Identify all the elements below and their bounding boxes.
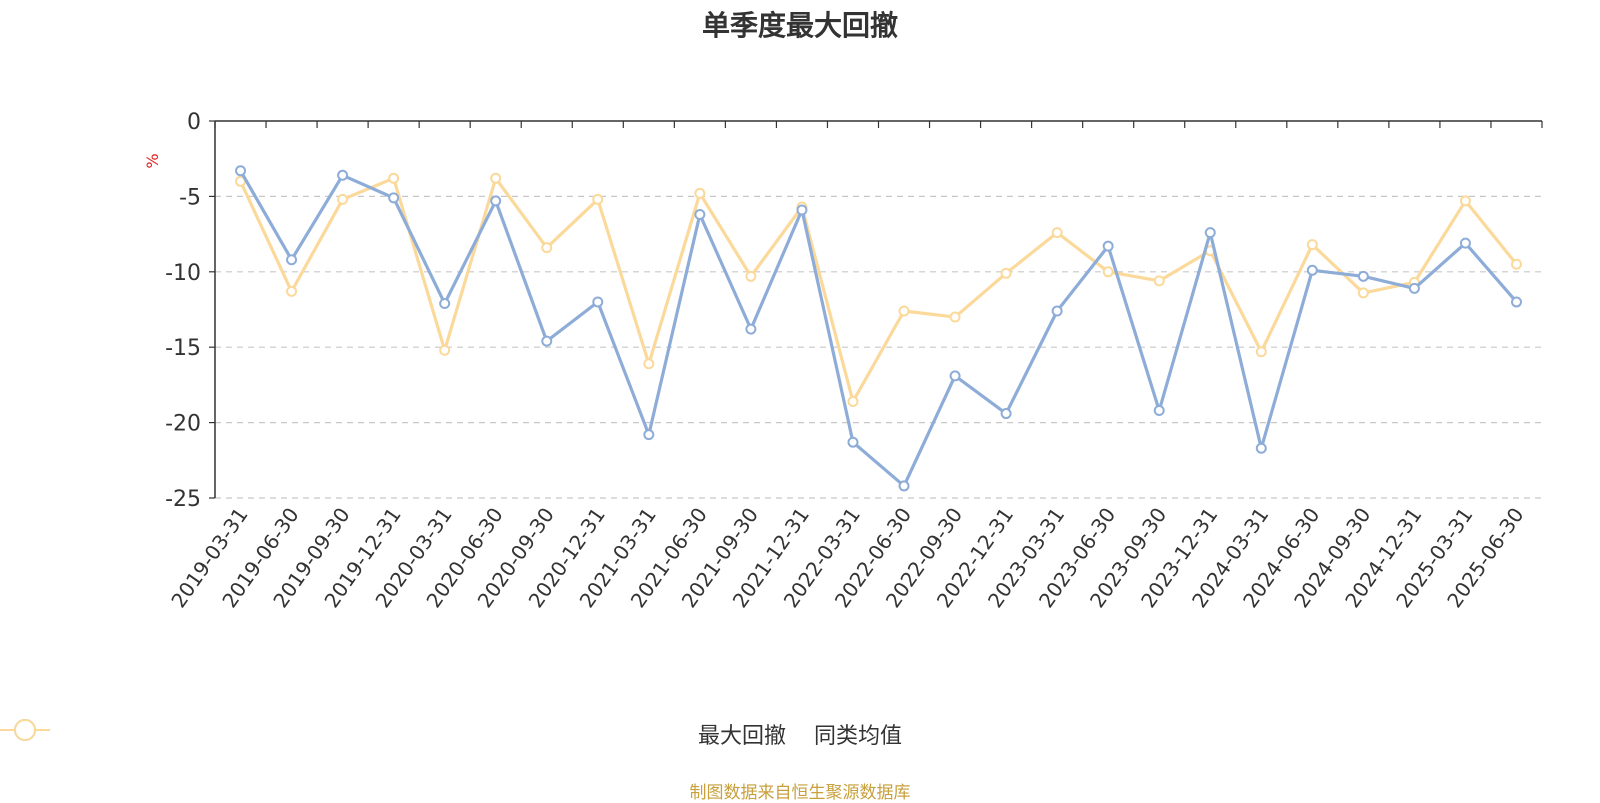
y-axis-label: % bbox=[143, 153, 162, 168]
data-point-peer-average bbox=[694, 187, 706, 199]
data-point-peer-average bbox=[439, 344, 451, 356]
data-point-drawdown bbox=[694, 208, 706, 220]
data-point-drawdown bbox=[898, 480, 910, 492]
series-line-peer-average bbox=[239, 176, 1518, 404]
legend-label-peer-average: 同类均值 bbox=[814, 724, 903, 749]
data-point-peer-average bbox=[1000, 267, 1012, 279]
series-line-drawdown bbox=[239, 169, 1518, 488]
data-point-peer-average bbox=[643, 358, 655, 370]
data-point-drawdown bbox=[949, 370, 961, 382]
data-point-peer-average bbox=[898, 305, 910, 317]
legend: 最大回撤 同类均值 bbox=[0, 718, 1600, 750]
data-point-drawdown bbox=[235, 165, 247, 177]
data-point-peer-average bbox=[1255, 346, 1267, 358]
y-tick-label: -5 bbox=[179, 185, 201, 210]
data-point-peer-average bbox=[286, 285, 298, 297]
data-point-drawdown bbox=[439, 297, 451, 309]
data-point-drawdown bbox=[592, 296, 604, 308]
data-point-drawdown bbox=[1204, 227, 1216, 239]
y-tick-label: -20 bbox=[165, 412, 201, 437]
data-point-peer-average bbox=[1357, 287, 1369, 299]
data-point-peer-average bbox=[1153, 275, 1165, 287]
data-point-drawdown bbox=[745, 323, 757, 335]
chart-title: 单季度最大回撤 bbox=[701, 9, 898, 42]
legend-item-drawdown[interactable]: 最大回撤 bbox=[0, 718, 786, 750]
data-point-peer-average bbox=[490, 172, 502, 184]
y-tick-label: -10 bbox=[165, 261, 201, 286]
legend-label-drawdown: 最大回撤 bbox=[697, 724, 786, 749]
data-point-peer-average bbox=[1306, 239, 1318, 251]
data-point-peer-average bbox=[745, 270, 757, 282]
data-point-drawdown bbox=[286, 254, 298, 266]
data-point-drawdown bbox=[1000, 408, 1012, 420]
data-point-drawdown bbox=[643, 429, 655, 441]
data-point-peer-average bbox=[949, 311, 961, 323]
legend-item-peer-average[interactable]: 同类均值 bbox=[0, 718, 903, 750]
data-point-drawdown bbox=[1051, 305, 1063, 317]
data-point-peer-average bbox=[1459, 195, 1471, 207]
y-tick-label: -25 bbox=[165, 487, 201, 512]
data-point-drawdown bbox=[847, 436, 859, 448]
legend-marker-peer-average bbox=[0, 719, 50, 741]
data-point-peer-average bbox=[1102, 266, 1114, 278]
data-point-drawdown bbox=[1459, 237, 1471, 249]
data-point-peer-average bbox=[541, 242, 553, 254]
data-point-peer-average bbox=[388, 172, 400, 184]
data-point-drawdown bbox=[490, 195, 502, 207]
data-point-drawdown bbox=[337, 169, 349, 181]
data-point-drawdown bbox=[388, 192, 400, 204]
data-point-drawdown bbox=[1408, 282, 1420, 294]
data-source-note: 制图数据来自恒生聚源数据库 bbox=[689, 783, 911, 803]
data-point-peer-average bbox=[1510, 258, 1522, 270]
y-tick-label: 0 bbox=[187, 110, 201, 135]
data-point-drawdown bbox=[1153, 405, 1165, 417]
data-point-drawdown bbox=[1102, 240, 1114, 252]
data-point-drawdown bbox=[1357, 270, 1369, 282]
data-point-peer-average bbox=[847, 395, 859, 407]
y-tick-label: -15 bbox=[165, 336, 201, 361]
data-point-drawdown bbox=[1306, 264, 1318, 276]
data-point-peer-average bbox=[1051, 227, 1063, 239]
data-point-drawdown bbox=[541, 335, 553, 347]
data-point-drawdown bbox=[796, 204, 808, 216]
data-point-drawdown bbox=[1255, 442, 1267, 454]
data-point-peer-average bbox=[592, 193, 604, 205]
data-point-peer-average bbox=[337, 193, 349, 205]
data-point-drawdown bbox=[1510, 296, 1522, 308]
